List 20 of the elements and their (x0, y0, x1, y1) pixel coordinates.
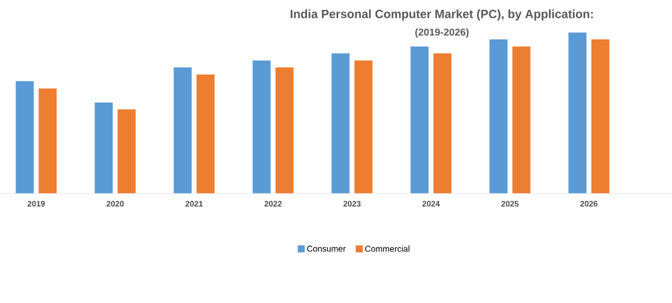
bar (118, 110, 136, 194)
chart-title: India Personal Computer Market (PC), by Application: (290, 10, 593, 21)
bar (354, 60, 372, 194)
bar (16, 81, 34, 194)
bar (410, 46, 429, 194)
chart-subtitle: (2019-2026) (415, 28, 469, 38)
bar (332, 54, 350, 194)
bar (591, 40, 610, 194)
bar (38, 88, 57, 194)
bar (433, 54, 452, 194)
bar (252, 60, 271, 194)
legend-label: Consumer (307, 246, 346, 252)
bar (489, 40, 508, 194)
bar (174, 68, 192, 194)
legend-label: Commercial (365, 246, 410, 252)
bar (568, 32, 586, 194)
bar (94, 102, 113, 194)
bar (276, 68, 294, 194)
bar (196, 74, 215, 194)
bar (512, 46, 530, 194)
